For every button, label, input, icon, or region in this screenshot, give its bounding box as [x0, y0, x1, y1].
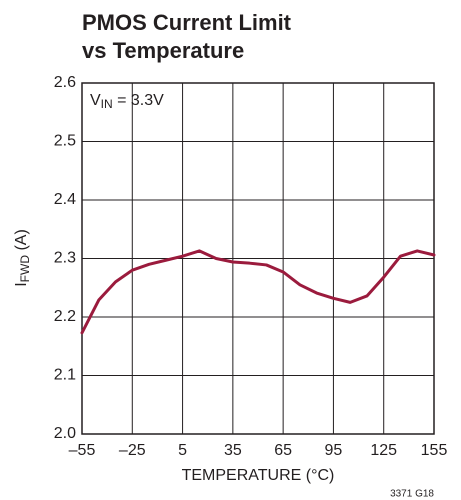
x-tick-label: 35 [224, 442, 242, 459]
x-tick-label: 5 [178, 442, 187, 459]
y-tick-label: 2.1 [54, 367, 76, 384]
y-tick-label: 2.0 [54, 425, 76, 442]
y-tick-label: 2.6 [54, 74, 76, 91]
data-line [80, 249, 436, 335]
y-tick-label: 2.2 [54, 308, 76, 325]
plot-frame [81, 82, 435, 435]
y-tick-label: 2.4 [54, 191, 76, 208]
y-axis-label: IFWD (A) [13, 229, 32, 287]
x-axis-label: TEMPERATURE (°C) [182, 467, 335, 484]
footnote: 3371 G18 [390, 489, 434, 500]
x-tick-label: –55 [69, 442, 96, 459]
chart-title: PMOS Current Limit [82, 10, 292, 35]
annotation: VIN = 3.3V [90, 92, 164, 111]
x-tick-label: –25 [119, 442, 146, 459]
y-tick-label: 2.3 [54, 250, 76, 267]
x-tick-label: 155 [421, 442, 448, 459]
x-tick-label: 125 [370, 442, 397, 459]
chart-title: vs Temperature [82, 38, 244, 63]
y-tick-label: 2.5 [54, 133, 76, 150]
x-tick-label: 65 [274, 442, 292, 459]
x-tick-label: 95 [325, 442, 343, 459]
